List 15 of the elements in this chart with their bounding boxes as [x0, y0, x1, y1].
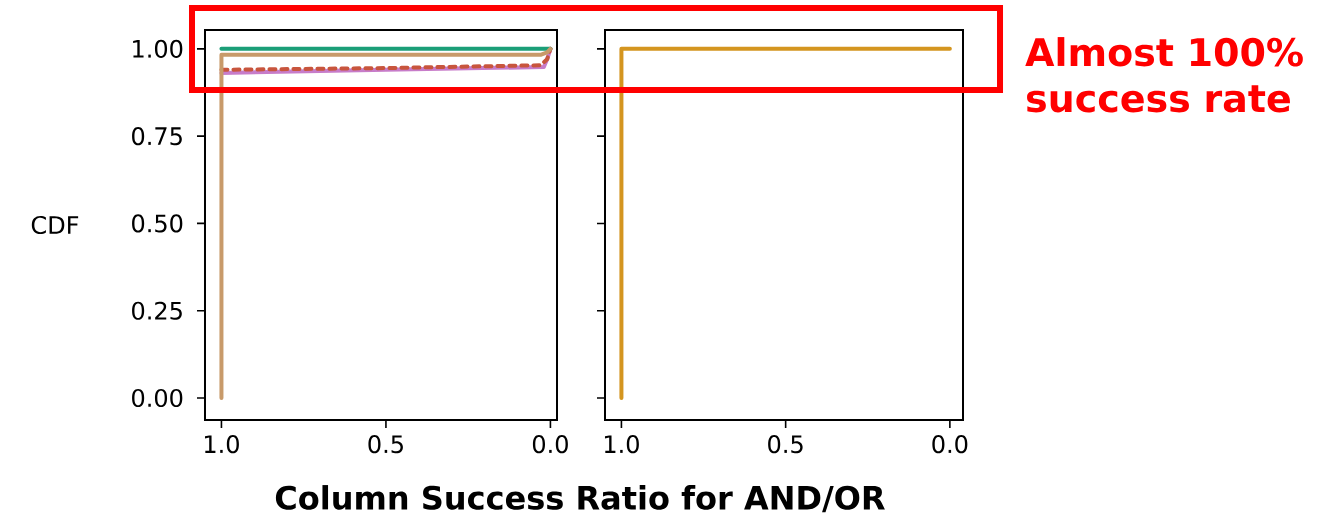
- text: Almost 100% success rate: [1025, 37, 1303, 113]
- x-tick-label: 1.0: [604, 435, 639, 454]
- x-tick-label: 0.5: [768, 435, 803, 454]
- y-axis-title: CDF: [31, 215, 79, 235]
- x-tick-label: 0.5: [368, 435, 403, 454]
- y-tick-label: 1.00: [133, 39, 183, 58]
- y-tick-label: 0.75: [132, 127, 182, 146]
- y-tick-label: 0.00: [132, 388, 183, 408]
- y-tick-label: 0.25: [132, 301, 182, 320]
- x-tick-label: 0.0: [932, 435, 968, 454]
- line-series: [219, 46, 553, 400]
- x-tick-label: 0.0: [532, 435, 568, 454]
- x-axis-title: Column Success Ratio for AND/OR: [275, 485, 885, 513]
- x-tick-label: 1.0: [205, 435, 239, 454]
- y-tick-label: 0.50: [132, 214, 183, 233]
